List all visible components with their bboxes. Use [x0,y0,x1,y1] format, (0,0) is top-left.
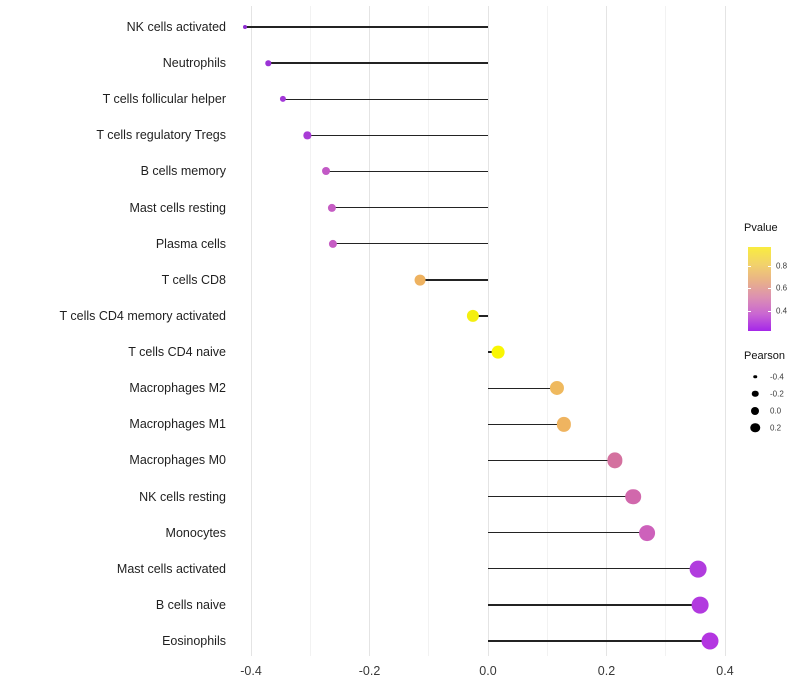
pvalue-tick-mark [748,310,751,312]
lollipop-stem [268,62,488,64]
y-axis-label: T cells CD8 [161,272,226,287]
grid-major-line [250,6,252,656]
x-axis-tick-label: 0.4 [716,664,734,678]
lollipop-stem [473,315,488,317]
lollipop-stem [307,134,488,137]
y-axis-label: Eosinophils [162,634,226,649]
x-axis-tick-label: -0.2 [358,664,381,678]
lollipop-stem [488,459,615,462]
x-axis-tick-label: 0.2 [597,664,616,678]
pvalue-tick-mark [748,266,751,268]
y-axis-label: T cells regulatory Tregs [96,128,226,143]
y-axis-label: Macrophages M2 [129,381,226,396]
grid-major-line [487,6,489,656]
lollipop-dot [303,131,311,139]
lollipop-dot [638,524,655,541]
lollipop-stem [326,170,488,173]
lollipop-stem [332,243,488,245]
pearson-size-entry: 0.0 [744,402,800,419]
lollipop-stem [245,26,488,28]
pearson-size-label: -0.4 [770,372,784,381]
y-axis-label: Macrophages M0 [129,453,226,468]
lollipop-dot [279,96,287,103]
lollipop-stem [488,423,564,425]
lollipop-dot [322,167,331,176]
lollipop-dot [491,345,505,359]
x-axis-tick-label: -0.4 [240,664,262,678]
lollipop-dot [701,632,719,650]
y-axis-label: Macrophages M1 [129,417,226,432]
legend: Pvalue 0.8 0.6 0.4 Pearson -0.4 -0.2 0.0 0.2 [744,222,800,433]
pearson-size-dot [751,390,759,397]
pvalue-tick-label: 0.4 [776,306,788,316]
x-axis-tick-label: 0.0 [479,664,497,678]
y-axis-label: NK cells resting [139,489,226,504]
lollipop-stem [419,279,488,281]
y-axis-label: T cells CD4 naive [128,345,226,360]
pvalue-legend-title: Pvalue [744,222,778,234]
lollipop-dot [556,417,571,432]
y-axis-label: Plasma cells [155,236,226,251]
y-axis-label: Neutrophils [162,56,226,71]
lollipop-stem [488,387,557,389]
y-axis-label: B cells memory [140,164,226,179]
lollipop-dot [691,596,709,614]
grid-minor-line [428,6,430,656]
pearson-size-entry: 0.2 [744,419,800,436]
y-axis-label: T cells follicular helper [102,92,226,107]
y-axis-label: T cells CD4 memory activated [59,308,227,323]
lollipop-dot [265,60,271,66]
pvalue-tick-label: 0.6 [776,283,788,293]
pearson-size-label: 0.0 [770,406,782,415]
grid-major-line [724,6,726,656]
lollipop-stem [332,206,488,209]
lollipop-dot [689,560,707,578]
y-axis-label: Mast cells resting [129,200,226,215]
pearson-size-label: 0.2 [770,423,782,432]
pearson-size-entries: -0.4 -0.2 0.0 0.2 [744,368,800,436]
grid-minor-line [309,6,311,656]
lollipop-dot [328,239,337,248]
lollipop-stem [488,604,701,606]
y-axis-label: NK cells activated [126,20,226,34]
y-axis-label: B cells naive [155,597,226,612]
pearson-size-legend: Pearson -0.4 -0.2 0.0 0.2 [744,350,800,436]
lollipop-dot [467,309,480,323]
lollipop-stem [488,495,634,498]
pearson-size-entry: -0.4 [744,368,800,385]
lollipop-dot [414,274,426,286]
lollipop-dot [549,381,564,396]
lollipop-dot [328,203,337,212]
y-axis-label: Monocytes [165,525,226,540]
pearson-size-entry: -0.2 [744,385,800,402]
grid-minor-line [546,6,548,656]
pvalue-tick-label: 0.8 [776,261,788,271]
lollipop-dot [607,452,623,469]
pearson-size-dot [753,374,757,379]
pearson-size-dot [751,406,759,415]
lollipop-stem [488,568,698,570]
y-axis-label: Mast cells activated [116,561,226,576]
pvalue-tick-mark [768,266,771,268]
lollipop-dot [625,488,641,505]
grid-major-line [606,6,607,656]
lollipop-dot [243,25,248,29]
grid-major-line [369,6,370,656]
pvalue-tick-mark [748,288,751,290]
pvalue-colorbar [748,247,771,331]
grid-minor-line [665,6,667,656]
lollipop-stem [282,98,488,100]
pvalue-tick-mark [768,310,771,312]
pvalue-tick-mark [768,288,771,290]
lollipop-stem [488,531,647,534]
pearson-size-label: -0.2 [770,389,784,398]
pearson-size-dot [750,422,760,433]
pearson-legend-title: Pearson [744,350,785,362]
lollipop-stem [488,640,711,642]
